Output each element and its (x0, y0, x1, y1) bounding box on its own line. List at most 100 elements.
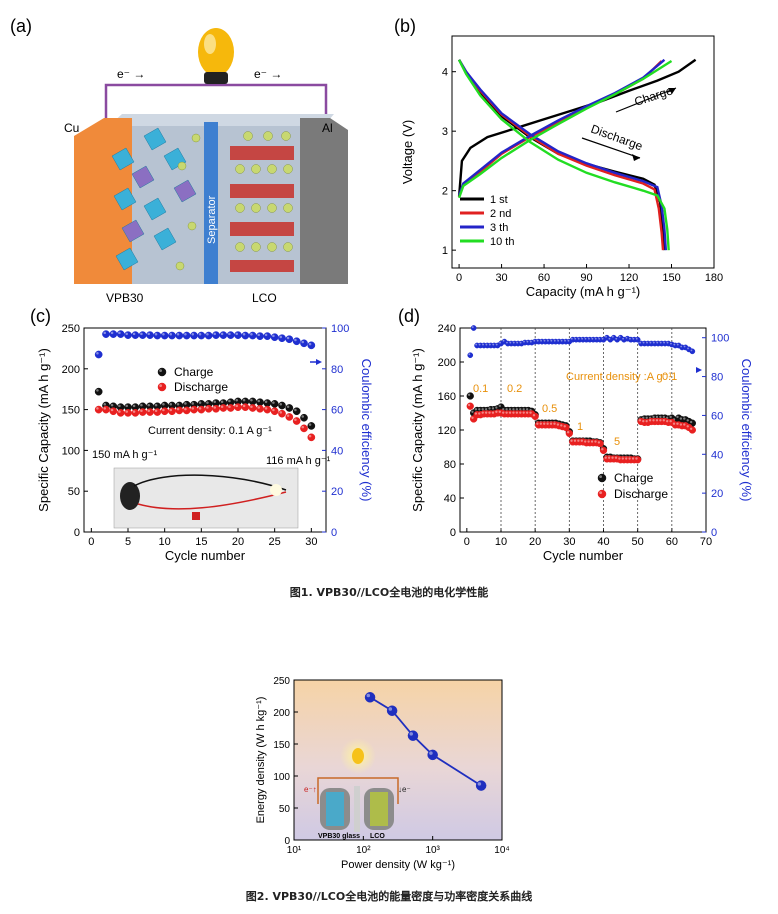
point-1 (175, 406, 184, 415)
point-2-highlight (475, 343, 478, 346)
al-current-collector (300, 118, 348, 284)
point-0-highlight (162, 403, 165, 406)
point-0-highlight (488, 407, 491, 410)
point-2-highlight (110, 331, 114, 335)
point-1-highlight (176, 407, 180, 411)
point-0-highlight (655, 415, 659, 419)
point-1-highlight (597, 441, 601, 444)
point-1 (138, 408, 147, 416)
point-0-highlight (118, 404, 121, 408)
panel-c-label: (c) (30, 306, 51, 326)
point-2-highlight (584, 337, 587, 340)
rate-label-0: 0.1 (473, 383, 488, 395)
point-2-highlight (250, 333, 253, 336)
panel-b-label: (b) (394, 16, 416, 36)
pouch-cell-photo-inset (113, 467, 299, 529)
point-1 (466, 402, 474, 410)
point-1 (562, 423, 570, 432)
point-1 (94, 405, 103, 414)
point-2-highlight (639, 341, 642, 344)
point-1-highlight (566, 431, 570, 434)
point-2-highlight (176, 333, 180, 336)
rate-current-annotation: Current density :A g⁻¹ (566, 371, 672, 383)
y2-tick-label: 40 (331, 445, 343, 457)
y-tick-label: 200 (273, 708, 290, 719)
battery-schematic: (a) e⁻ → e⁻ → Cu Al Separator (10, 16, 348, 305)
point-2-highlight (564, 339, 566, 342)
lithium-ions (175, 133, 201, 271)
point-0 (292, 407, 301, 416)
point-1 (285, 413, 294, 421)
point-1-highlight (301, 425, 304, 429)
point-0-highlight (652, 415, 655, 419)
point-2-highlight (242, 333, 246, 336)
point-1-highlight (286, 414, 290, 417)
point-1-highlight (132, 410, 136, 413)
point-1 (634, 456, 642, 464)
point-1 (226, 404, 235, 412)
point-2-highlight (656, 341, 659, 344)
point-2 (263, 332, 272, 341)
point-2-highlight (286, 336, 290, 340)
x-tick-label: 120 (620, 272, 638, 284)
x-tick-label: 70 (700, 536, 712, 548)
point-2-highlight (543, 339, 546, 342)
plot-frame (83, 327, 327, 533)
x-tick-label: 30 (305, 536, 317, 548)
point-0-highlight (308, 423, 312, 426)
point-2-highlight (220, 332, 224, 336)
point-1-highlight (147, 409, 151, 413)
point-1-highlight (669, 419, 672, 423)
legend-marker-1 (597, 489, 607, 499)
y-tick-label: 4 (442, 67, 448, 79)
point-1 (153, 408, 162, 416)
rate-label-2: 0.5 (542, 403, 557, 415)
point-1-highlight (560, 424, 563, 427)
point-1-highlight (213, 406, 217, 409)
point-1 (234, 403, 242, 412)
point-2-highlight (147, 332, 151, 336)
point-1 (124, 409, 132, 417)
y-tick-label: 200 (438, 357, 456, 369)
point-1-highlight (481, 411, 484, 414)
point-2-highlight (478, 343, 481, 346)
point-1-highlight (546, 422, 549, 425)
y2-tick-label: 60 (711, 410, 723, 422)
point-1-highlight (279, 411, 282, 414)
point-1-highlight (689, 427, 693, 430)
legend-label-3: 10 th (490, 236, 514, 248)
point-2-highlight (642, 341, 645, 344)
point-0-highlight (206, 401, 209, 404)
x-axis-label: Capacity (mA h g⁻¹) (526, 284, 641, 299)
point-1-highlight (498, 410, 501, 413)
point-1-highlight (308, 434, 312, 438)
point-1-highlight (257, 406, 260, 409)
point-2-highlight (118, 331, 121, 335)
point-1-highlight (611, 456, 614, 459)
point-1-highlight (519, 411, 522, 414)
curve-discharge-3 (458, 59, 670, 251)
legend-label-1: Discharge (174, 380, 228, 394)
point-2-highlight (162, 333, 165, 336)
x-tick-label: 0 (456, 272, 462, 284)
y-axis-label: Voltage (V) (400, 120, 415, 184)
point-1 (599, 446, 608, 455)
point-1 (219, 404, 228, 412)
inset-vpb30-label: VPB30 glass (318, 833, 360, 840)
point-1-highlight (264, 407, 268, 410)
panel-c: (c) 0 5 10 15 20 25 30 0 50 100 150 200 250 Cycle num… (4, 300, 384, 570)
x-tick-label: 40 (597, 536, 609, 548)
point-1 (531, 412, 539, 421)
point-2 (256, 332, 264, 341)
x-tick-label: 0 (88, 536, 94, 548)
charge-arrow (615, 87, 677, 113)
point-0-highlight (505, 408, 508, 411)
point-0-highlight (279, 403, 282, 406)
point-1 (300, 424, 308, 433)
x-tick-label: 30 (563, 536, 575, 548)
point-2 (109, 330, 118, 338)
point-1-highlight (679, 423, 683, 426)
point-2-highlight (547, 339, 549, 342)
point-2 (160, 331, 169, 340)
point-2-highlight (228, 332, 231, 336)
